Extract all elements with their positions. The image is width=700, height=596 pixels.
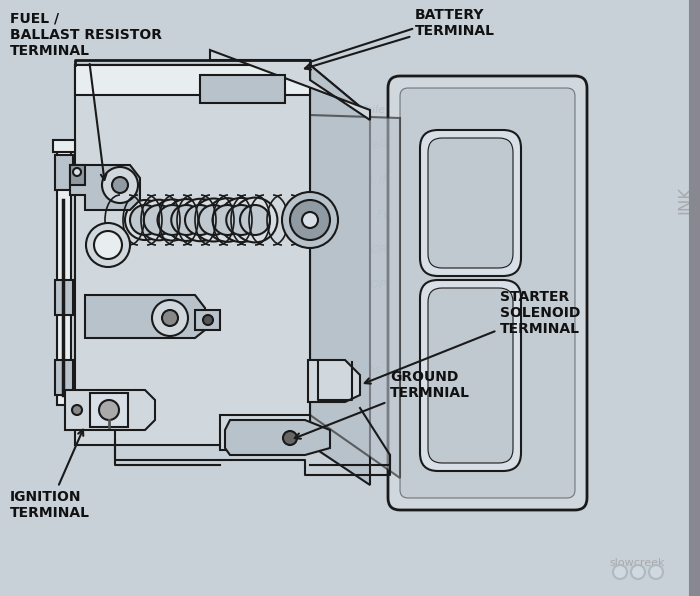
Polygon shape xyxy=(75,65,370,115)
Polygon shape xyxy=(65,390,155,430)
Text: IN THE SHOP: IN THE SHOP xyxy=(314,280,386,290)
Circle shape xyxy=(178,199,221,241)
Polygon shape xyxy=(220,415,310,450)
Text: INJECTOR REMOVAL: INJECTOR REMOVAL xyxy=(335,245,445,255)
Polygon shape xyxy=(200,75,285,103)
Circle shape xyxy=(144,205,174,235)
Circle shape xyxy=(139,200,179,240)
Circle shape xyxy=(219,198,263,242)
Polygon shape xyxy=(690,0,700,596)
Polygon shape xyxy=(85,295,205,338)
Circle shape xyxy=(130,205,160,235)
Circle shape xyxy=(94,231,122,259)
Text: necessarily: necessarily xyxy=(269,405,331,415)
Bar xyxy=(57,145,71,405)
Text: FUEL DELIVERY: FUEL DELIVERY xyxy=(377,210,463,220)
Polygon shape xyxy=(225,420,330,455)
Circle shape xyxy=(213,205,242,235)
Text: IGNITION
TERMINAL: IGNITION TERMINAL xyxy=(10,430,90,520)
Circle shape xyxy=(282,192,338,248)
Circle shape xyxy=(203,315,213,325)
Circle shape xyxy=(240,205,270,235)
Text: BATTERY
TERMINAL: BATTERY TERMINAL xyxy=(305,8,495,70)
Polygon shape xyxy=(210,50,370,120)
Bar xyxy=(90,393,128,427)
Text: butterfly: butterfly xyxy=(426,425,474,435)
Circle shape xyxy=(613,565,627,579)
Text: relay: relay xyxy=(336,335,364,345)
Polygon shape xyxy=(308,360,360,402)
Circle shape xyxy=(72,405,82,415)
Circle shape xyxy=(86,223,130,267)
Polygon shape xyxy=(75,65,310,445)
Circle shape xyxy=(162,310,178,326)
Circle shape xyxy=(199,205,229,235)
Bar xyxy=(53,140,75,152)
FancyBboxPatch shape xyxy=(428,288,513,463)
FancyBboxPatch shape xyxy=(428,138,513,268)
Text: While: While xyxy=(354,105,386,115)
Polygon shape xyxy=(195,310,220,330)
Circle shape xyxy=(125,200,165,240)
Circle shape xyxy=(193,198,235,241)
Text: slowcreek: slowcreek xyxy=(610,558,665,568)
Text: STARTER
SOLENOID
TERMINAL: STARTER SOLENOID TERMINAL xyxy=(365,290,580,384)
FancyBboxPatch shape xyxy=(420,280,521,471)
Text: GROUND
TERMNIAL: GROUND TERMNIAL xyxy=(295,370,470,439)
Text: relay install: relay install xyxy=(368,140,433,150)
Text: for tinkups. If fuel: for tinkups. If fuel xyxy=(321,365,419,375)
Circle shape xyxy=(290,200,330,240)
Text: INK: INK xyxy=(676,186,694,214)
Circle shape xyxy=(226,205,256,235)
Polygon shape xyxy=(310,115,400,478)
Text: fuel injector relay: fuel injector relay xyxy=(145,303,255,316)
Bar xyxy=(55,360,73,395)
Circle shape xyxy=(73,168,81,176)
Circle shape xyxy=(232,198,277,243)
Circle shape xyxy=(206,198,249,242)
Circle shape xyxy=(152,300,188,336)
Circle shape xyxy=(158,205,188,235)
Polygon shape xyxy=(70,165,85,185)
Circle shape xyxy=(102,167,138,203)
Polygon shape xyxy=(310,65,370,485)
Circle shape xyxy=(649,565,663,579)
FancyBboxPatch shape xyxy=(400,88,575,498)
Bar xyxy=(55,155,73,190)
Text: line. A: line. A xyxy=(402,455,438,465)
FancyBboxPatch shape xyxy=(388,76,587,510)
Circle shape xyxy=(112,177,128,193)
Text: FUEL /
BALLAST RESISTOR
TERMINAL: FUEL / BALLAST RESISTOR TERMINAL xyxy=(10,12,162,180)
Circle shape xyxy=(152,200,193,241)
Polygon shape xyxy=(70,165,140,210)
Circle shape xyxy=(172,205,202,235)
Polygon shape xyxy=(75,65,310,95)
Circle shape xyxy=(165,199,207,241)
Circle shape xyxy=(185,205,215,235)
Circle shape xyxy=(302,212,318,228)
Circle shape xyxy=(631,565,645,579)
Circle shape xyxy=(99,400,119,420)
Bar xyxy=(55,280,73,315)
FancyBboxPatch shape xyxy=(420,130,521,276)
Text: FUEL INJECTOR: FUEL INJECTOR xyxy=(348,175,432,185)
Circle shape xyxy=(283,431,297,445)
